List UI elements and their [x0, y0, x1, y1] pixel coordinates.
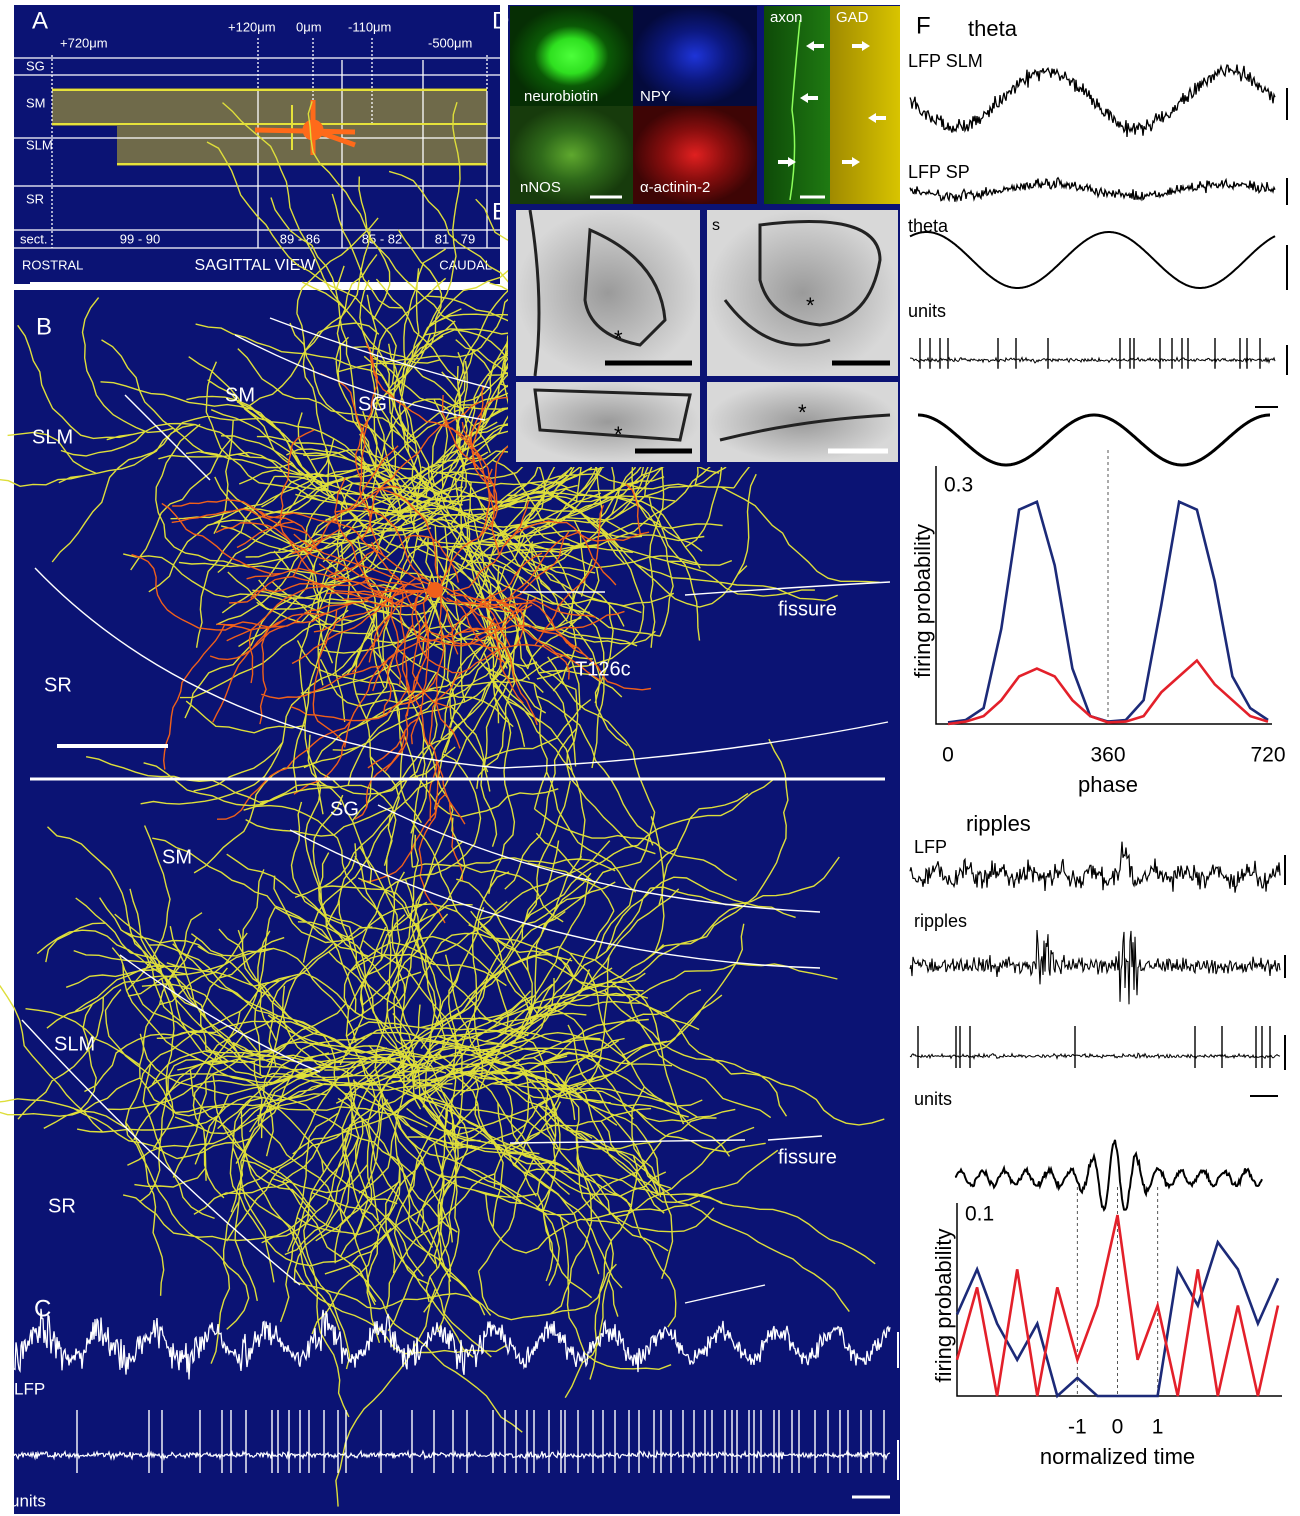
- layer-label: SG: [330, 798, 359, 820]
- annotation: *: [614, 422, 623, 447]
- x-axis-label: normalized time: [1040, 1444, 1195, 1469]
- layer-label: SR: [44, 674, 72, 696]
- channel-label: neurobiotin: [524, 88, 598, 105]
- figure: A +720μm +120μm 0μm -110μm -500μm SG SM …: [0, 0, 1300, 1516]
- annotation: *: [798, 400, 807, 425]
- trace-label: units: [908, 301, 946, 321]
- cell-label: T126c: [575, 658, 631, 680]
- rostral-label: ROSTRAL: [22, 257, 83, 272]
- annotation: s: [712, 217, 720, 234]
- trace-label: theta: [908, 216, 949, 236]
- unit-spikes: [918, 1026, 1270, 1068]
- scale-bars: [1250, 855, 1285, 1096]
- layer-label: SLM: [54, 1033, 95, 1055]
- y-tick-label: 0.3: [944, 473, 973, 496]
- offset-label: 0μm: [296, 19, 322, 34]
- theta-trace: [910, 232, 1275, 288]
- unit-spikes: [920, 338, 1260, 369]
- trace-label: units: [914, 1089, 952, 1109]
- y-axis-label: firing probability: [910, 524, 935, 678]
- fissure-label: fissure: [778, 598, 837, 620]
- y-axis-label: firing probability: [931, 1228, 956, 1382]
- trace-label: units: [10, 1491, 46, 1510]
- layer-label: SLM: [32, 426, 73, 448]
- x-tick-label: 0: [1112, 1416, 1124, 1439]
- layer-label: SM: [26, 95, 46, 110]
- axes: [936, 466, 1272, 724]
- panel-label: D: [492, 7, 509, 34]
- charts: 0 360 720 0.3 phase firing probability -1 0 1 0.1…: [910, 450, 1286, 1469]
- offset-label: +720μm: [60, 35, 108, 50]
- y-tick-label: 0.1: [965, 1203, 994, 1226]
- trace-label: LFP SLM: [908, 51, 983, 71]
- unit-baseline: [910, 357, 1275, 363]
- trace-label: LFP SP: [908, 162, 970, 182]
- x-axis-label: phase: [1078, 772, 1138, 797]
- channel-label: nNOS: [520, 179, 561, 196]
- ripple-lfp-trace: [910, 842, 1280, 893]
- offset-label: -110μm: [348, 19, 391, 34]
- layer-label: SM: [162, 846, 192, 868]
- panel-label: C: [34, 1295, 51, 1322]
- panel-label: E: [492, 198, 508, 225]
- channel-label: α-actinin-2: [640, 179, 710, 196]
- caudal-label: CAUDAL: [439, 257, 492, 272]
- panel-e: E s * * * *: [492, 198, 900, 467]
- layer-label: SLM: [26, 137, 53, 152]
- soma: [427, 582, 443, 598]
- section-title: theta: [968, 16, 1018, 41]
- channel-label: NPY: [640, 88, 671, 105]
- annotation: *: [806, 293, 815, 318]
- x-tick-label: -1: [1068, 1416, 1087, 1439]
- trace-label: LFP: [914, 837, 947, 857]
- layer-label: SG: [358, 393, 387, 415]
- section-title: ripples: [966, 811, 1031, 836]
- offset-label: -500μm: [428, 35, 472, 50]
- panel-f-traces: [910, 65, 1287, 1210]
- annotation: *: [614, 326, 623, 351]
- phase-reference: [918, 415, 1270, 465]
- lfp-slm-trace: [910, 65, 1275, 137]
- layer-label: SG: [26, 58, 45, 73]
- panel-label: A: [32, 7, 48, 34]
- layer-label: SR: [26, 191, 44, 206]
- ripple-reference: [955, 1140, 1262, 1210]
- ripple-band-trace: [910, 930, 1280, 1004]
- trace-label: LFP: [14, 1379, 45, 1398]
- fissure-label: fissure: [778, 1146, 837, 1168]
- sm-band: [52, 88, 487, 126]
- x-tick-label: 1: [1152, 1416, 1164, 1439]
- section-range: 99 - 90: [120, 231, 160, 246]
- x-tick-label: 720: [1250, 744, 1285, 767]
- channel-label: axon: [770, 9, 803, 26]
- image-axon: [764, 6, 830, 204]
- x-tick-label: 360: [1090, 744, 1125, 767]
- section-heading: sect.: [20, 231, 47, 246]
- panel-label: B: [36, 313, 52, 340]
- channel-label: GAD: [836, 9, 869, 26]
- offset-label: +120μm: [228, 19, 276, 34]
- x-tick-label: 0: [942, 744, 954, 767]
- panel-label: F: [916, 12, 931, 39]
- layer-label: SM: [225, 384, 255, 406]
- panel-d: D neurobiotin NPY nNOS α-actinin-2 axon …: [492, 5, 900, 205]
- trace-label: ripples: [914, 911, 967, 931]
- layer-label: SR: [48, 1195, 76, 1217]
- em-image: [516, 210, 700, 376]
- image-gad: [830, 6, 900, 204]
- unit-baseline: [910, 1053, 1280, 1058]
